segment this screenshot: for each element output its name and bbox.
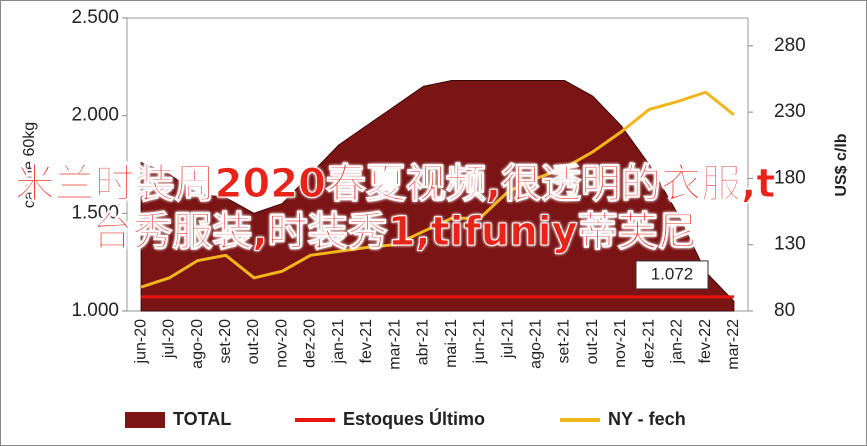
x-tick-label: jul-20 [161,319,178,359]
x-tick-label: out-20 [245,319,262,364]
x-tick-label: nov-20 [273,319,290,368]
y-tick-label: 2.500 [71,7,119,28]
annotation-box [635,260,709,290]
y2-tick-label: 130 [774,234,806,255]
overlay-text: 米兰时装周2020春夏视频,很透明的衣服,t台秀服装,时装秀1,tifuniy蒂… [14,161,776,256]
x-tick-label: fev-21 [358,319,375,364]
x-tick-label: jul-21 [499,319,516,359]
legend-swatch [125,412,165,428]
x-tick-label: set-21 [556,319,573,364]
area [140,80,735,312]
legend-label: TOTAL [173,409,231,429]
x-tick-label: jan-22 [669,319,686,365]
x-tick-label: dez-21 [640,319,657,368]
y-tick-label: 1.000 [71,300,119,321]
y2-tick-label: 230 [774,101,806,122]
x-tick-label: mar-22 [725,319,742,370]
x-tick-label: fev-22 [697,319,714,364]
x-tick-label: ago-21 [528,319,545,369]
x-tick-label: jan-21 [330,319,347,365]
legend-label: Estoques Último [343,408,485,429]
x-tick-label: set-20 [217,319,234,364]
x-tick-label: nov-21 [612,319,629,368]
x-tick-label: out-21 [584,319,601,364]
x-tick-label: mar-21 [386,319,403,370]
y-tick-label: 2.000 [71,105,119,126]
y-tick-label: 1.500 [71,202,119,223]
y2-tick-label: 80 [774,300,795,321]
x-tick-label: jun-21 [471,319,488,365]
y2-tick-label: 180 [774,167,806,188]
legend-label: NY - fech [608,409,686,429]
y-axis-label: cas de 60kg [21,122,38,208]
y2-tick-label: 280 [774,35,806,56]
x-tick-label: mai-21 [443,319,460,368]
annotation: 1.072 [651,264,694,283]
x-tick-label: dez-20 [302,319,319,368]
x-tick-label: abr-21 [415,319,432,365]
x-tick-label: jun-20 [132,319,149,365]
x-tick-label: ago-20 [189,319,206,369]
line [140,90,735,289]
y2-axis-label: US$ c/lb [833,133,850,196]
